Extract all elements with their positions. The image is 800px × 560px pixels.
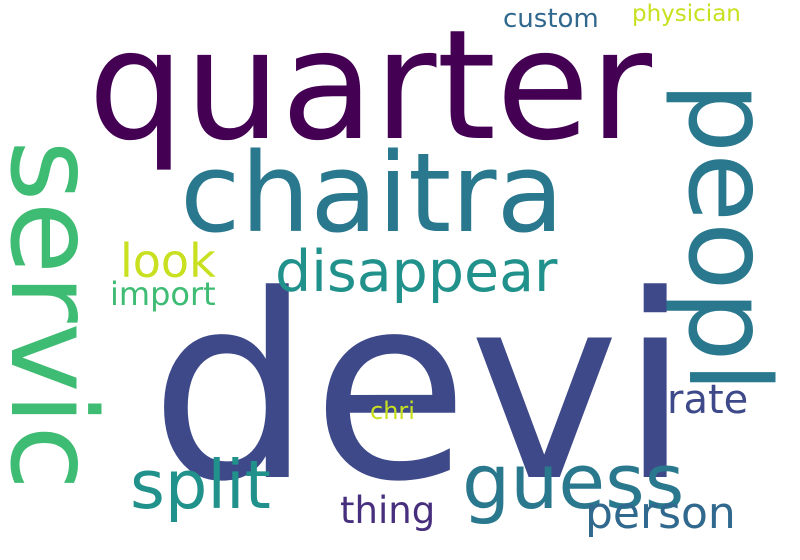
word-person: person [585,488,736,539]
word-import: import [110,275,216,313]
word-custom: custom [503,4,599,34]
word-look: look [120,234,216,288]
word-peopl: peopl [663,82,793,393]
word-servic: servic [0,140,122,491]
word-devi: devi [150,241,691,538]
word-chri: chri [370,397,415,425]
word-split: split [130,446,271,524]
word-thing: thing [340,489,436,532]
word-chaitra: chaitra [180,129,564,257]
word-disappear: disappear [275,239,558,305]
word-physician: physician [632,1,741,27]
word-rate: rate [667,377,749,423]
word-quarter: quarter [88,0,653,174]
word-guess: guess [462,437,685,526]
